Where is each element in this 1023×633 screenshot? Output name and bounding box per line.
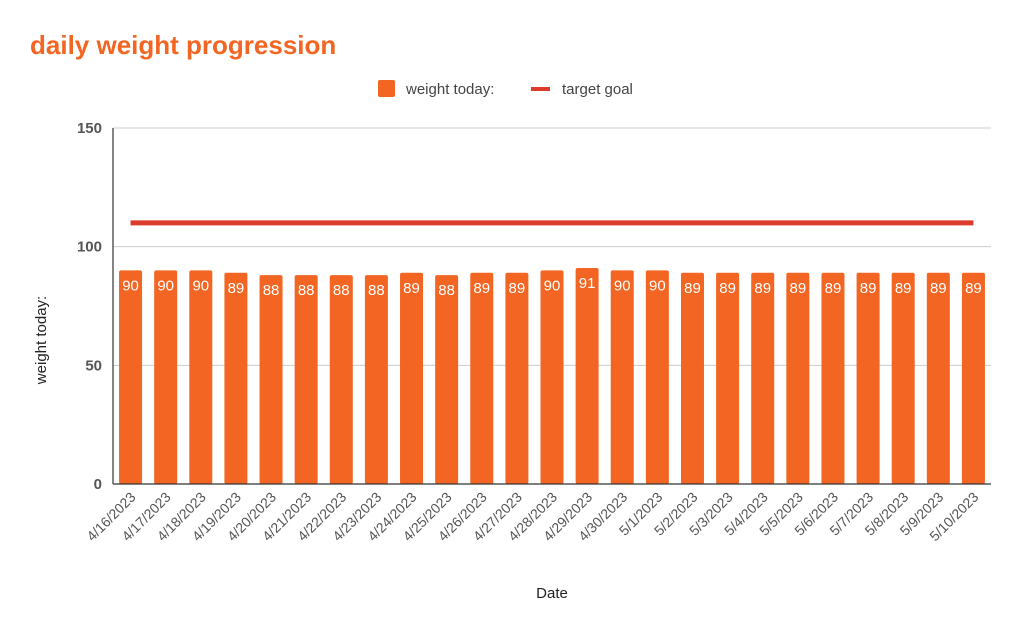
y-tick-label: 50 bbox=[85, 357, 102, 374]
legend: weight today: target goal bbox=[378, 80, 633, 98]
bar-value-label: 88 bbox=[298, 282, 315, 299]
bar-value-label: 90 bbox=[157, 277, 174, 294]
bar bbox=[821, 272, 845, 484]
chart-title: daily weight progression bbox=[30, 30, 336, 60]
legend-swatch-weight bbox=[378, 80, 395, 97]
legend-swatch-target bbox=[531, 87, 550, 91]
bar bbox=[364, 275, 388, 484]
bar-value-label: 89 bbox=[228, 280, 245, 297]
bar bbox=[610, 270, 634, 484]
y-tick-label: 150 bbox=[77, 120, 102, 137]
bar bbox=[786, 272, 810, 484]
bar bbox=[891, 272, 915, 484]
bar-value-label: 89 bbox=[473, 280, 490, 297]
bar-value-label: 90 bbox=[614, 277, 631, 294]
bar bbox=[926, 272, 950, 484]
bar-value-label: 91 bbox=[579, 275, 596, 292]
bar-value-label: 88 bbox=[438, 282, 455, 299]
bar bbox=[645, 270, 669, 484]
bar bbox=[189, 270, 213, 484]
y-axis-title: weight today: bbox=[33, 296, 50, 385]
bar bbox=[716, 272, 740, 484]
bar-value-label: 89 bbox=[509, 280, 526, 297]
bar-value-label: 89 bbox=[965, 280, 982, 297]
bar-value-label: 89 bbox=[719, 280, 736, 297]
bar-value-label: 89 bbox=[754, 280, 771, 297]
bar-value-label: 88 bbox=[333, 282, 350, 299]
bar-value-label: 90 bbox=[544, 277, 561, 294]
legend-label-weight: weight today: bbox=[405, 81, 494, 98]
bar-value-label: 89 bbox=[403, 280, 420, 297]
bar-value-label: 88 bbox=[368, 282, 385, 299]
bar-value-label: 89 bbox=[825, 280, 842, 297]
bar-value-label: 88 bbox=[263, 282, 280, 299]
bar-value-label: 89 bbox=[860, 280, 877, 297]
axes bbox=[112, 128, 991, 485]
bar-value-label: 89 bbox=[684, 280, 701, 297]
bar bbox=[435, 275, 459, 484]
bar bbox=[470, 272, 494, 484]
bar bbox=[259, 275, 283, 484]
bar bbox=[751, 272, 775, 484]
bar bbox=[154, 270, 178, 484]
x-axis-ticks: 4/16/20234/17/20234/18/20234/19/20234/20… bbox=[83, 489, 981, 545]
bar bbox=[400, 272, 424, 484]
bar bbox=[294, 275, 318, 484]
bar bbox=[119, 270, 143, 484]
x-axis-title: Date bbox=[536, 585, 568, 602]
bar bbox=[224, 272, 248, 484]
bar bbox=[961, 272, 985, 484]
y-tick-label: 100 bbox=[77, 239, 102, 256]
y-tick-label: 0 bbox=[94, 476, 102, 493]
bar-value-label: 89 bbox=[930, 280, 947, 297]
bar-value-label: 90 bbox=[192, 277, 209, 294]
bar-value-label: 89 bbox=[789, 280, 806, 297]
y-axis-ticks: 0 50 100 150 bbox=[77, 120, 102, 493]
bar bbox=[680, 272, 704, 484]
legend-label-target: target goal bbox=[562, 81, 633, 98]
bar-value-label: 89 bbox=[895, 280, 912, 297]
bar-value-label: 90 bbox=[649, 277, 666, 294]
bar bbox=[329, 275, 353, 484]
bar bbox=[575, 268, 599, 484]
bar bbox=[540, 270, 564, 484]
bar bbox=[856, 272, 880, 484]
bar-series bbox=[119, 268, 985, 484]
bar-data-labels: 90 90 90 89 88 88 88 88 89 88 89 89 90 91 90 90 89 89 89 89… bbox=[122, 275, 982, 299]
bar bbox=[505, 272, 529, 484]
bar-value-label: 90 bbox=[122, 277, 139, 294]
